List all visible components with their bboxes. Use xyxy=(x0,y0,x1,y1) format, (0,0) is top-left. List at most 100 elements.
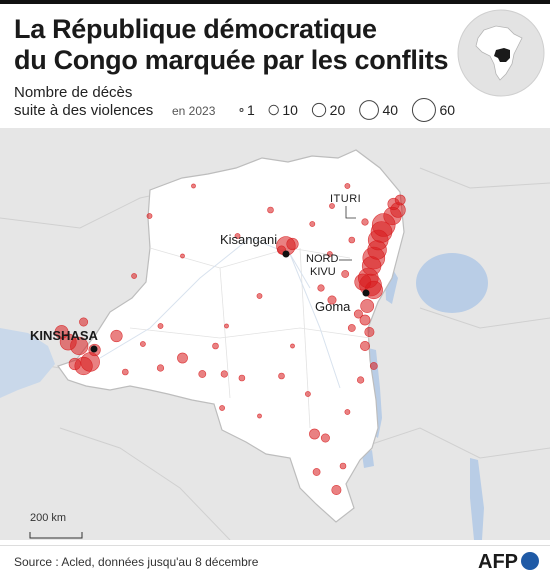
neighbor-borders xyxy=(0,167,550,540)
afp-logo-dot xyxy=(521,552,539,570)
scale-label: 200 km xyxy=(30,512,67,524)
drc-country-shape xyxy=(57,149,405,523)
legend-label-40: 40 xyxy=(382,102,398,118)
africa-locator-map xyxy=(457,9,545,97)
event-marker xyxy=(156,364,165,372)
event-marker xyxy=(224,323,229,329)
footer-divider xyxy=(0,545,550,546)
legend-circle-20 xyxy=(311,102,327,118)
legend-circle-10 xyxy=(268,104,279,116)
afp-logo: AFP xyxy=(478,551,539,573)
event-marker xyxy=(180,253,185,259)
event-marker xyxy=(220,370,228,378)
legend-label-60: 60 xyxy=(439,102,455,118)
event-marker xyxy=(354,273,372,291)
legend-label-1: 1 xyxy=(247,102,255,118)
source-note: Source : Acled, données jusqu'au 8 décem… xyxy=(14,555,259,569)
event-marker xyxy=(238,374,246,382)
event-marker xyxy=(257,413,262,419)
lake-victoria xyxy=(416,253,488,313)
event-marker xyxy=(146,213,153,219)
event-marker xyxy=(312,468,321,476)
event-marker xyxy=(369,362,378,370)
event-marker xyxy=(54,325,69,339)
event-marker xyxy=(320,433,330,443)
event-marker xyxy=(317,284,325,292)
internal-boundaries xyxy=(129,247,371,429)
atlantic-ocean xyxy=(0,328,55,398)
event-marker xyxy=(309,428,320,440)
title-line-2: du Congo marquée par les conflits xyxy=(14,45,449,75)
event-marker xyxy=(79,317,89,327)
label-leader-lines xyxy=(339,206,356,261)
label-goma: Goma xyxy=(315,299,351,314)
event-marker xyxy=(122,368,129,376)
legend-size-scale: 1 10 20 40 60 xyxy=(239,98,455,122)
label-kivu: KIVU xyxy=(310,266,336,278)
event-marker xyxy=(348,236,356,244)
event-marker xyxy=(278,372,285,380)
legend-label-10: 10 xyxy=(282,102,298,118)
event-marker xyxy=(198,370,207,378)
legend-label-20: 20 xyxy=(330,102,346,118)
event-marker xyxy=(110,329,123,343)
event-marker xyxy=(177,352,188,364)
event-marker xyxy=(359,341,370,352)
event-markers xyxy=(54,183,406,495)
top-bar xyxy=(0,0,550,4)
legend-circle-40 xyxy=(359,100,379,120)
scale-bar xyxy=(29,532,83,539)
goma-marker xyxy=(362,289,370,297)
event-marker xyxy=(304,391,311,397)
label-ituri: ITURI xyxy=(330,193,361,205)
event-marker xyxy=(326,251,333,257)
legend-title-line-2: suite à des violences xyxy=(14,102,154,119)
event-marker xyxy=(286,237,299,251)
kinshasa-marker xyxy=(90,345,98,353)
event-marker xyxy=(68,357,81,371)
event-marker xyxy=(360,299,375,313)
title-line-1: La République démocratique xyxy=(14,14,377,44)
event-marker xyxy=(341,270,350,278)
event-marker xyxy=(329,203,335,209)
event-marker xyxy=(344,409,351,415)
event-marker xyxy=(290,343,295,349)
event-marker xyxy=(70,336,89,356)
legend-year: en 2023 xyxy=(172,104,216,118)
event-marker xyxy=(219,405,225,411)
legend-title: Nombre de décès suite à des violences xyxy=(14,84,153,120)
lake-malawi xyxy=(470,458,484,540)
event-marker xyxy=(359,314,371,326)
legend-circle-1 xyxy=(239,108,244,112)
event-marker xyxy=(357,376,365,384)
page-title: La République démocratique du Congo marq… xyxy=(14,14,454,76)
event-marker xyxy=(131,273,137,279)
legend-title-line-1: Nombre de décès xyxy=(14,84,133,101)
event-marker xyxy=(344,183,351,189)
legend-circle-60 xyxy=(411,98,436,122)
kisangani-marker xyxy=(282,250,290,258)
event-marker xyxy=(139,341,146,347)
label-kinshasa: KINSHASA xyxy=(30,328,99,343)
event-marker xyxy=(353,309,363,319)
event-marker xyxy=(387,197,400,211)
label-nord: NORD xyxy=(306,253,338,265)
event-marker xyxy=(191,183,196,189)
event-marker xyxy=(370,221,393,243)
drc-map: KINSHASA Kisangani ITURI NORD KIVU Goma xyxy=(0,128,550,540)
event-marker xyxy=(331,484,342,495)
event-marker xyxy=(361,218,369,226)
event-marker xyxy=(364,327,375,338)
event-marker xyxy=(267,206,274,214)
event-marker xyxy=(234,233,241,239)
event-marker xyxy=(212,342,219,350)
afp-logo-text: AFP xyxy=(478,551,518,573)
drc-highlight xyxy=(494,48,510,62)
event-marker xyxy=(309,221,316,227)
event-marker xyxy=(157,323,164,329)
event-marker xyxy=(256,293,263,299)
event-marker xyxy=(327,295,337,305)
label-kisangani: Kisangani xyxy=(220,232,277,247)
event-marker xyxy=(339,462,347,470)
